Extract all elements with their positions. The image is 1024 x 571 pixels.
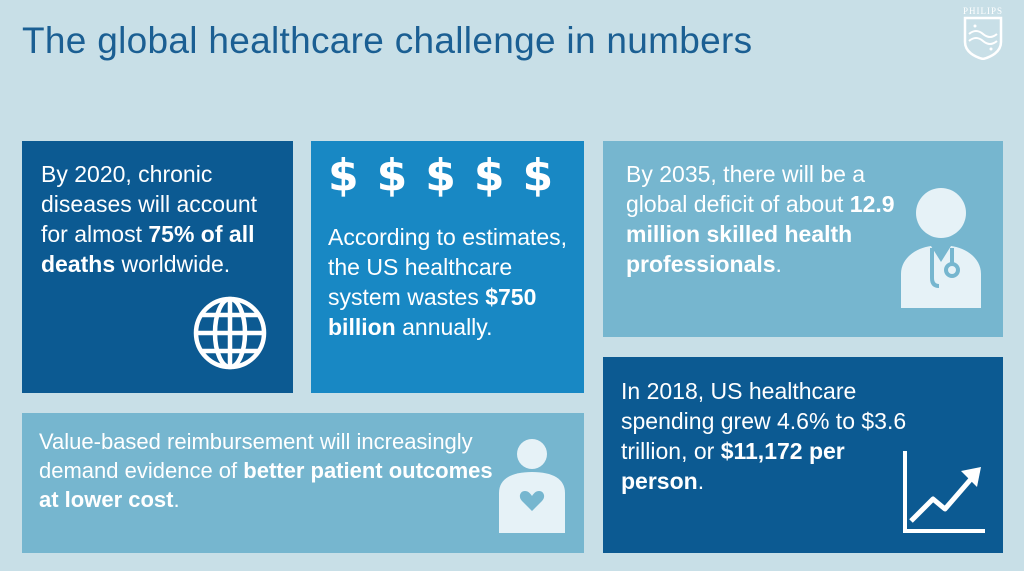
- spending-text: In 2018, US healthcare spending grew 4.6…: [621, 376, 921, 496]
- value-highlight: better patient outcomes at lower cost: [39, 458, 493, 512]
- chronic-highlight: 75% of all deaths: [41, 221, 255, 277]
- chronic-text: By 2020, chronic diseases will account f…: [41, 159, 281, 279]
- dollar-sign-icon: $: [473, 150, 505, 201]
- dollar-sign-icon: $: [522, 150, 554, 201]
- logo-wordmark: PHILIPS: [962, 6, 1003, 16]
- dollar-sign-icon: $: [425, 150, 456, 201]
- deficit-highlight: 12.9 million skilled health professional…: [626, 191, 895, 277]
- philips-shield-icon: [963, 16, 1003, 61]
- chronic-text-start: By 2020, chronic diseases will account f…: [41, 161, 258, 247]
- deficit-text: By 2035, there will be a global deficit …: [626, 159, 916, 279]
- tile-healthcare-waste: $ $ $ $ $ According to estimates, the US…: [311, 141, 584, 393]
- philips-logo: PHILIPS: [958, 6, 1008, 64]
- waste-text-start: According to estimates, the US healthcar…: [328, 224, 568, 310]
- spending-highlight: $11,172 per person: [621, 438, 845, 494]
- chronic-text-end: worldwide.: [115, 251, 231, 277]
- tile-spending-growth: In 2018, US healthcare spending grew 4.6…: [603, 357, 1003, 553]
- globe-icon: [193, 296, 267, 370]
- tile-value-based: Value-based reimbursement will increasin…: [22, 413, 584, 553]
- tile-chronic-diseases: By 2020, chronic diseases will account f…: [22, 141, 293, 393]
- tile-workforce-deficit: By 2035, there will be a global deficit …: [603, 141, 1003, 337]
- deficit-text-end: .: [775, 251, 782, 277]
- waste-text-end: annually.: [395, 314, 493, 340]
- waste-highlight: $750 billion: [328, 284, 537, 340]
- value-text-start: Value-based reimbursement will increasin…: [39, 429, 473, 483]
- value-text-end: .: [173, 487, 180, 512]
- value-text: Value-based reimbursement will increasin…: [39, 427, 509, 514]
- growth-chart-icon: [903, 451, 985, 533]
- waste-text: According to estimates, the US healthcar…: [328, 222, 573, 342]
- deficit-text-start: By 2035, there will be a global deficit …: [626, 161, 866, 217]
- patient-heart-icon: [499, 439, 565, 533]
- spending-text-end: .: [697, 468, 705, 494]
- doctor-icon: [901, 188, 981, 308]
- page-title: The global healthcare challenge in numbe…: [22, 20, 753, 61]
- dollar-signs: $ $ $ $ $: [328, 151, 553, 201]
- spending-text-start: In 2018, US healthcare spending grew 4.6…: [621, 378, 907, 464]
- dollar-sign-icon: $: [328, 150, 359, 201]
- dollar-sign-icon: $: [376, 150, 408, 201]
